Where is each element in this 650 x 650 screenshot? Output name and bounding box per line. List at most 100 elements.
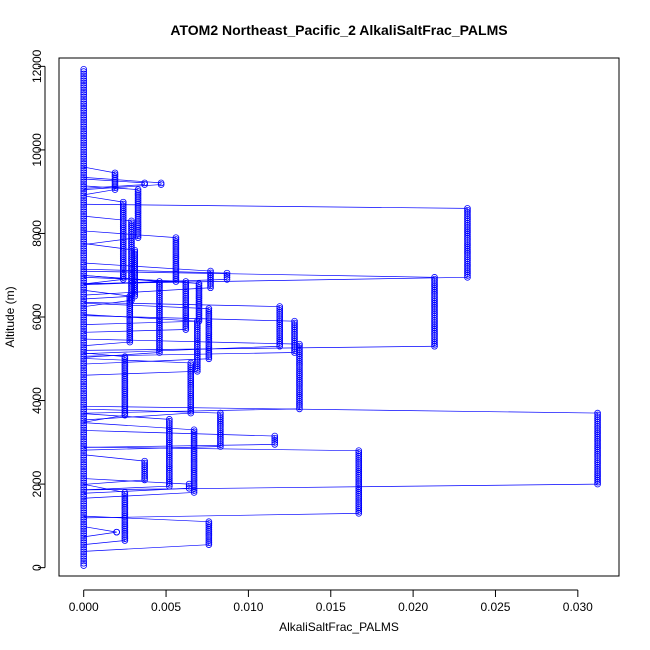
data-point (205, 305, 213, 312)
data-point (271, 439, 279, 446)
data-point (80, 383, 88, 390)
data-point (80, 378, 88, 386)
data-point (80, 491, 88, 498)
y-tick-label: 4000 (30, 387, 44, 414)
data-point (223, 276, 231, 283)
data-point (80, 514, 88, 521)
data-point (80, 350, 88, 358)
data-point (80, 500, 88, 507)
data-point (80, 128, 88, 135)
data-point (80, 116, 88, 124)
data-point (80, 493, 88, 500)
data-point (80, 461, 88, 468)
data-point (207, 271, 214, 279)
data-point (166, 416, 173, 423)
data-point (80, 557, 88, 565)
connector-line (83, 176, 162, 184)
data-point (80, 415, 88, 422)
data-point (80, 465, 88, 473)
connector-line (83, 540, 125, 545)
data-point (80, 231, 88, 239)
data-point (80, 536, 88, 544)
data-point (80, 252, 88, 259)
data-point (119, 198, 127, 206)
connector-line (83, 358, 191, 364)
data-point (80, 548, 88, 556)
data-point (80, 77, 88, 85)
data-point (80, 183, 88, 190)
connector-line (83, 270, 435, 278)
data-point (80, 91, 88, 98)
data-point (80, 357, 88, 365)
data-point (80, 208, 88, 216)
data-point (80, 137, 88, 144)
data-point (80, 155, 88, 163)
data-point (156, 280, 163, 287)
data-point (121, 355, 129, 362)
data-point (80, 410, 88, 418)
data-point (80, 468, 88, 475)
data-point (80, 562, 88, 569)
data-point (121, 490, 129, 498)
data-point (276, 307, 284, 314)
data-point (80, 125, 88, 133)
data-point (80, 532, 88, 539)
y-tick-label: 12000 (30, 49, 44, 83)
data-point (126, 296, 134, 304)
connector-line (83, 345, 280, 355)
connector-line (83, 405, 598, 414)
data-point (195, 282, 203, 289)
data-point (80, 291, 88, 298)
connector-line (83, 184, 162, 190)
data-point (195, 284, 203, 291)
data-point (141, 181, 148, 188)
connector-line (83, 268, 228, 274)
data-point (190, 426, 198, 434)
data-point (80, 541, 88, 549)
data-point (80, 346, 88, 353)
connector-line (83, 515, 209, 523)
connector-line (83, 314, 198, 322)
connector-line (83, 230, 176, 238)
data-point (80, 337, 88, 344)
data-point (131, 248, 139, 256)
data-point (80, 169, 88, 176)
data-point (207, 269, 214, 277)
data-point (80, 302, 88, 310)
data-point (80, 369, 88, 376)
data-point (80, 258, 88, 266)
data-point (119, 202, 127, 210)
data-point (80, 442, 88, 450)
connector-line (83, 483, 125, 493)
data-point (80, 309, 88, 317)
data-point (80, 286, 88, 294)
data-point (80, 472, 88, 480)
data-point (80, 275, 88, 282)
data-point (182, 280, 190, 287)
connector-line (83, 338, 300, 345)
data-point (80, 153, 88, 160)
data-point (80, 417, 88, 425)
data-point (80, 392, 88, 399)
data-point (80, 479, 88, 487)
data-point (80, 245, 88, 252)
data-point (80, 332, 88, 340)
data-point (80, 449, 88, 457)
data-point (271, 434, 279, 442)
data-point (111, 173, 119, 180)
data-point (80, 403, 88, 411)
data-point (431, 274, 438, 281)
data-point (80, 185, 88, 193)
data-point (80, 100, 88, 108)
data-point (80, 164, 88, 172)
connector-line (83, 483, 598, 491)
data-point (80, 463, 88, 471)
data-point (126, 292, 134, 300)
data-point (128, 221, 135, 228)
connector-line (83, 352, 160, 358)
data-point (80, 157, 88, 165)
data-point (80, 229, 88, 236)
data-point (111, 169, 119, 177)
data-point (80, 109, 88, 117)
y-axis-label: Altitude (m) (3, 286, 17, 347)
